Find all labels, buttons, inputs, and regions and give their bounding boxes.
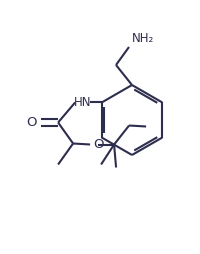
Text: HN: HN — [74, 96, 91, 109]
Text: NH₂: NH₂ — [132, 32, 154, 45]
Text: O: O — [27, 116, 37, 129]
Text: O: O — [93, 138, 104, 151]
